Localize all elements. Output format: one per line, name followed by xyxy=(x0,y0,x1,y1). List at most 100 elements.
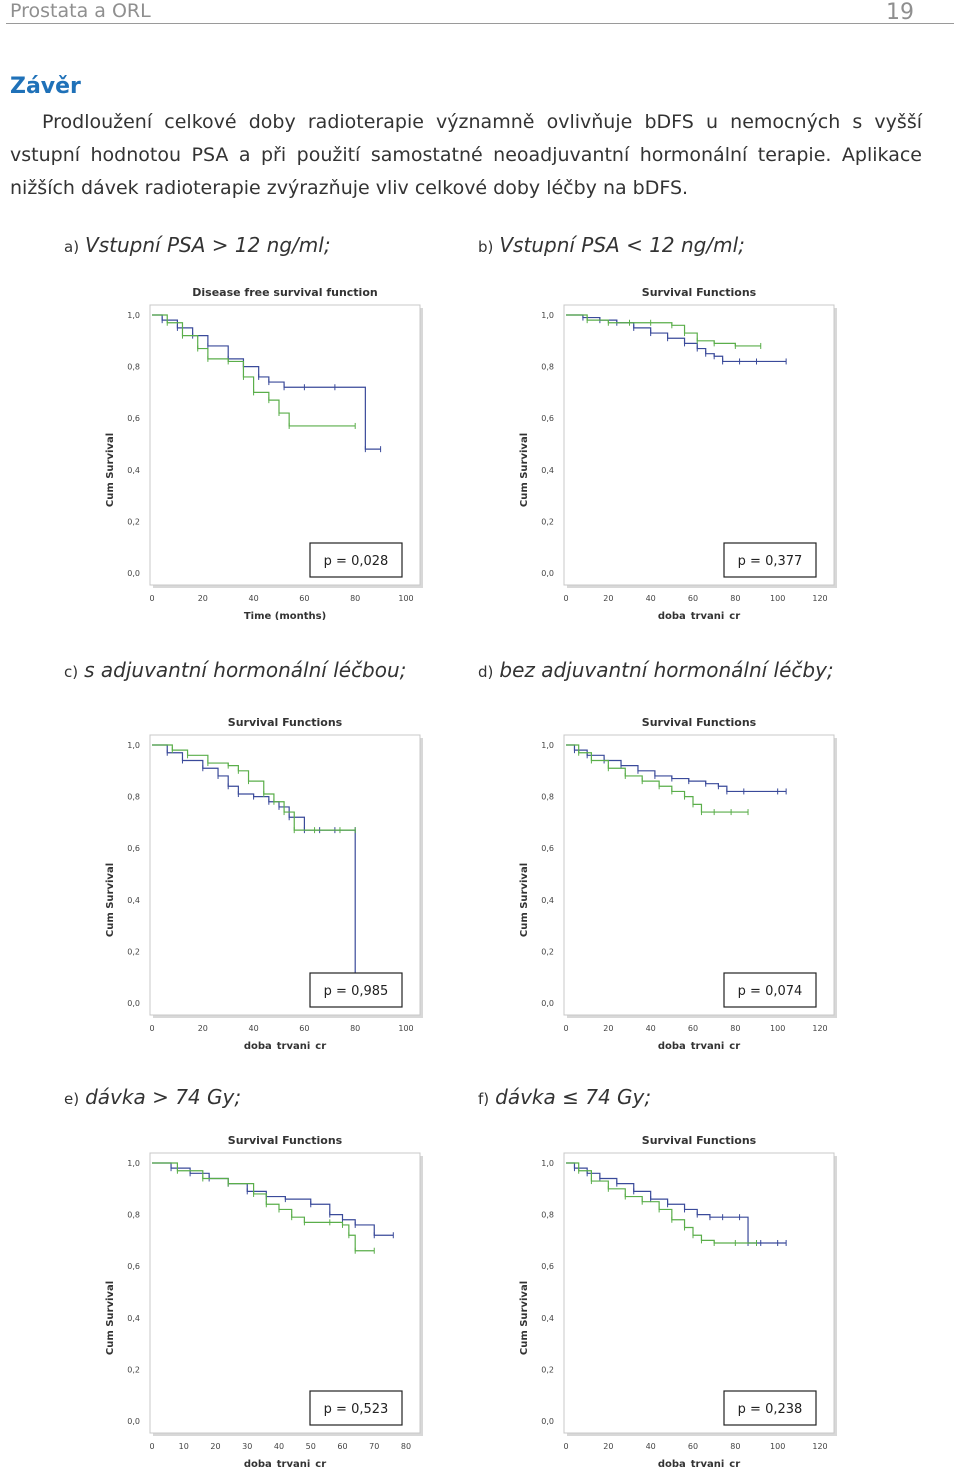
y-tick-label: 0,4 xyxy=(127,1314,140,1323)
chart-title: Survival Functions xyxy=(642,1134,757,1147)
x-tick-label: 80 xyxy=(730,1442,740,1451)
plot-frame xyxy=(563,1152,835,1434)
y-tick-label: 0,2 xyxy=(127,947,140,956)
panel-caption-c: c) s adjuvantní hormonální léčbou; xyxy=(64,658,406,682)
panel-caption-text: Vstupní PSA > 12 ng/ml; xyxy=(85,233,331,257)
x-tick-label: 120 xyxy=(812,594,827,603)
y-axis-label: Cum Survival xyxy=(519,433,530,507)
y-tick-label: 0,2 xyxy=(541,947,554,956)
page-number: 19 xyxy=(886,0,914,25)
y-tick-label: 0,6 xyxy=(541,844,554,853)
x-tick-label: 40 xyxy=(646,1442,656,1451)
y-tick-label: 0,8 xyxy=(127,793,140,802)
x-tick-label: 100 xyxy=(398,1024,413,1033)
x-tick-label: 120 xyxy=(812,1024,827,1033)
x-tick-label: 70 xyxy=(369,1442,379,1451)
p-value-box xyxy=(723,1390,817,1426)
x-tick-label: 60 xyxy=(337,1442,347,1451)
km-chart-c: Survival Functions doba_trvani_cr Cum Surv… xyxy=(105,716,423,1050)
y-tick-label: 0,8 xyxy=(127,363,140,372)
x-axis-label: doba_trvani_cr xyxy=(244,1041,326,1050)
p-value-label: p = 0,028 xyxy=(324,554,389,569)
x-tick-label: 40 xyxy=(249,1024,259,1033)
y-tick-label: 0,6 xyxy=(127,1262,140,1271)
y-tick-label: 0,2 xyxy=(541,1365,554,1374)
y-tick-label: 0,4 xyxy=(541,896,554,905)
x-tick-label: 20 xyxy=(198,1024,208,1033)
km-chart-e: Survival Functions doba_trvani_cr Cum Surv… xyxy=(105,1134,423,1468)
y-tick-label: 0,2 xyxy=(127,1365,140,1374)
chart-panel-f: Survival Functions doba_trvani_cr Cum Surv… xyxy=(514,1128,844,1468)
p-value-label: p = 0,074 xyxy=(738,984,803,999)
panel-letter: b) xyxy=(478,238,494,256)
x-tick-label: 20 xyxy=(603,1442,613,1451)
y-tick-label: 0,8 xyxy=(541,1211,554,1220)
x-tick-label: 100 xyxy=(770,1024,785,1033)
y-tick-label: 0,6 xyxy=(541,1262,554,1271)
section-heading: Závěr xyxy=(10,74,81,99)
km-chart-d: Survival Functions doba_trvani_cr Cum Surv… xyxy=(519,716,837,1050)
panel-letter: f) xyxy=(478,1090,490,1108)
survival-curve-green xyxy=(566,314,761,347)
y-axis-label: Cum Survival xyxy=(105,863,116,937)
p-value-box xyxy=(309,542,403,578)
section-paragraph: Prodloužení celkové doby radioterapie vý… xyxy=(10,106,922,205)
x-tick-label: 20 xyxy=(603,1024,613,1033)
km-chart-b: Survival Functions doba_trvani_cr Cum Surv… xyxy=(519,286,837,620)
panel-letter: a) xyxy=(64,238,80,256)
y-tick-label: 1,0 xyxy=(541,1159,554,1168)
x-tick-label: 80 xyxy=(350,1024,360,1033)
y-tick-label: 0,2 xyxy=(127,517,140,526)
x-axis-label: doba_trvani_cr xyxy=(244,1459,326,1468)
x-tick-label: 40 xyxy=(249,594,259,603)
x-tick-label: 40 xyxy=(646,1024,656,1033)
km-chart-a: Disease free survival function Time (mont… xyxy=(105,286,423,620)
x-tick-label: 60 xyxy=(688,1024,698,1033)
panel-letter: c) xyxy=(64,663,79,681)
x-tick-label: 50 xyxy=(306,1442,316,1451)
p-value-box xyxy=(723,542,817,578)
panel-caption-text: Vstupní PSA < 12 ng/ml; xyxy=(499,233,745,257)
running-header: Prostata a ORL xyxy=(10,0,151,22)
x-axis-label: Time (months) xyxy=(244,611,326,620)
x-tick-label: 100 xyxy=(770,1442,785,1451)
panel-letter: e) xyxy=(64,1090,80,1108)
y-tick-label: 0,6 xyxy=(127,414,140,423)
survival-curve-green xyxy=(152,314,356,427)
panel-caption-f: f) dávka ≤ 74 Gy; xyxy=(478,1085,651,1109)
y-tick-label: 0,4 xyxy=(127,466,140,475)
panel-caption-d: d) bez adjuvantní hormonální léčby; xyxy=(478,658,834,682)
y-tick-label: 1,0 xyxy=(127,311,140,320)
y-axis-label: Cum Survival xyxy=(105,1281,116,1355)
x-tick-label: 80 xyxy=(401,1442,411,1451)
x-tick-label: 30 xyxy=(242,1442,252,1451)
y-tick-label: 0,0 xyxy=(127,1417,140,1426)
p-value-box xyxy=(309,972,403,1008)
km-chart-f: Survival Functions doba_trvani_cr Cum Surv… xyxy=(519,1134,837,1468)
x-tick-label: 20 xyxy=(603,594,613,603)
panel-caption-e: e) dávka > 74 Gy; xyxy=(64,1085,241,1109)
x-axis-label: doba_trvani_cr xyxy=(658,611,740,620)
y-axis-label: Cum Survival xyxy=(105,433,116,507)
x-tick-label: 80 xyxy=(730,594,740,603)
y-tick-label: 0,2 xyxy=(541,517,554,526)
x-tick-label: 0 xyxy=(563,594,568,603)
header-rule xyxy=(6,23,954,24)
y-tick-label: 0,6 xyxy=(127,844,140,853)
x-tick-label: 60 xyxy=(688,1442,698,1451)
chart-title: Survival Functions xyxy=(228,716,343,729)
y-tick-label: 0,8 xyxy=(127,1211,140,1220)
survival-curve-blue xyxy=(152,1162,394,1236)
x-tick-label: 0 xyxy=(563,1024,568,1033)
plot-frame xyxy=(563,304,835,586)
p-value-label: p = 0,238 xyxy=(738,1402,803,1417)
x-axis-label: doba_trvani_cr xyxy=(658,1459,740,1468)
chart-title: Survival Functions xyxy=(228,1134,343,1147)
y-tick-label: 1,0 xyxy=(541,741,554,750)
y-tick-label: 0,8 xyxy=(541,793,554,802)
x-tick-label: 0 xyxy=(149,1024,154,1033)
panel-letter: d) xyxy=(478,663,494,681)
y-tick-label: 1,0 xyxy=(127,1159,140,1168)
x-axis-label: doba_trvani_cr xyxy=(658,1041,740,1050)
x-tick-label: 100 xyxy=(398,594,413,603)
